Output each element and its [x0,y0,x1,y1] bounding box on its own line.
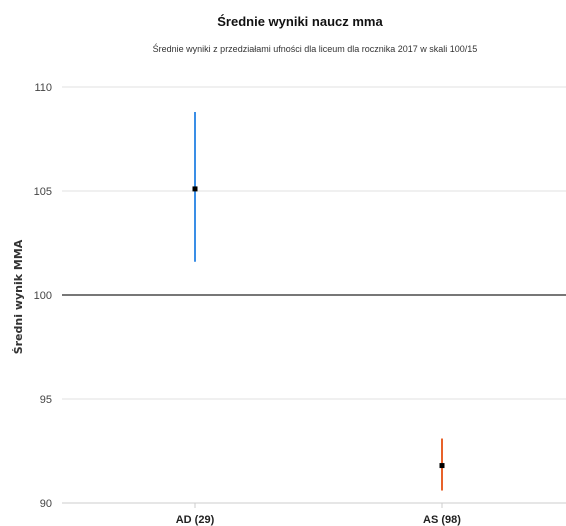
x-tick-label: AD (29) [176,514,215,526]
y-tick-label: 105 [34,186,52,198]
mean-marker [439,463,445,469]
x-tick-label: AS (98) [423,514,461,526]
y-axis-ticks: 90 95 100 105 110 [34,82,52,510]
mean-marker [192,186,198,192]
error-bar-series [192,111,445,491]
y-tick-label: 95 [40,394,52,406]
y-tick-label: 110 [34,82,52,94]
y-tick-label: 100 [34,290,52,302]
grid-lines [62,86,566,504]
chart-subtitle: Średnie wyniki z przedziałami ufności dl… [153,43,478,54]
x-axis-ticks: AD (29) AS (98) [176,503,461,526]
y-tick-label: 90 [40,498,52,510]
y-axis-label: Średni wynik MMA [12,239,25,354]
chart-title: Średnie wyniki naucz mma [217,14,383,29]
